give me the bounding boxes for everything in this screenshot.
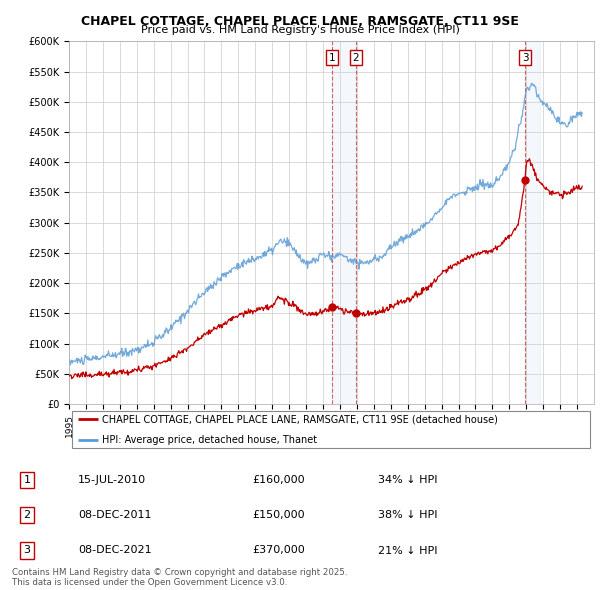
Text: £370,000: £370,000	[252, 546, 305, 555]
Text: 08-DEC-2021: 08-DEC-2021	[78, 546, 152, 555]
Text: 1: 1	[329, 53, 335, 63]
Text: 3: 3	[23, 546, 31, 555]
Text: CHAPEL COTTAGE, CHAPEL PLACE LANE, RAMSGATE, CT11 9SE: CHAPEL COTTAGE, CHAPEL PLACE LANE, RAMSG…	[81, 15, 519, 28]
Text: 15-JUL-2010: 15-JUL-2010	[78, 475, 146, 484]
Text: £150,000: £150,000	[252, 510, 305, 520]
Text: Price paid vs. HM Land Registry's House Price Index (HPI): Price paid vs. HM Land Registry's House …	[140, 25, 460, 35]
Text: 21% ↓ HPI: 21% ↓ HPI	[378, 546, 437, 555]
Text: £160,000: £160,000	[252, 475, 305, 484]
FancyBboxPatch shape	[71, 411, 590, 448]
Text: 08-DEC-2011: 08-DEC-2011	[78, 510, 151, 520]
Text: 1: 1	[23, 475, 31, 484]
Text: CHAPEL COTTAGE, CHAPEL PLACE LANE, RAMSGATE, CT11 9SE (detached house): CHAPEL COTTAGE, CHAPEL PLACE LANE, RAMSG…	[102, 415, 498, 424]
Text: 2: 2	[352, 53, 359, 63]
Bar	[332, 41, 356, 404]
Text: Contains HM Land Registry data © Crown copyright and database right 2025.
This d: Contains HM Land Registry data © Crown c…	[12, 568, 347, 587]
Text: 34% ↓ HPI: 34% ↓ HPI	[378, 475, 437, 484]
Text: 2: 2	[23, 510, 31, 520]
Bar	[525, 41, 541, 404]
Text: 3: 3	[522, 53, 529, 63]
Text: 38% ↓ HPI: 38% ↓ HPI	[378, 510, 437, 520]
Text: HPI: Average price, detached house, Thanet: HPI: Average price, detached house, Than…	[102, 435, 317, 444]
